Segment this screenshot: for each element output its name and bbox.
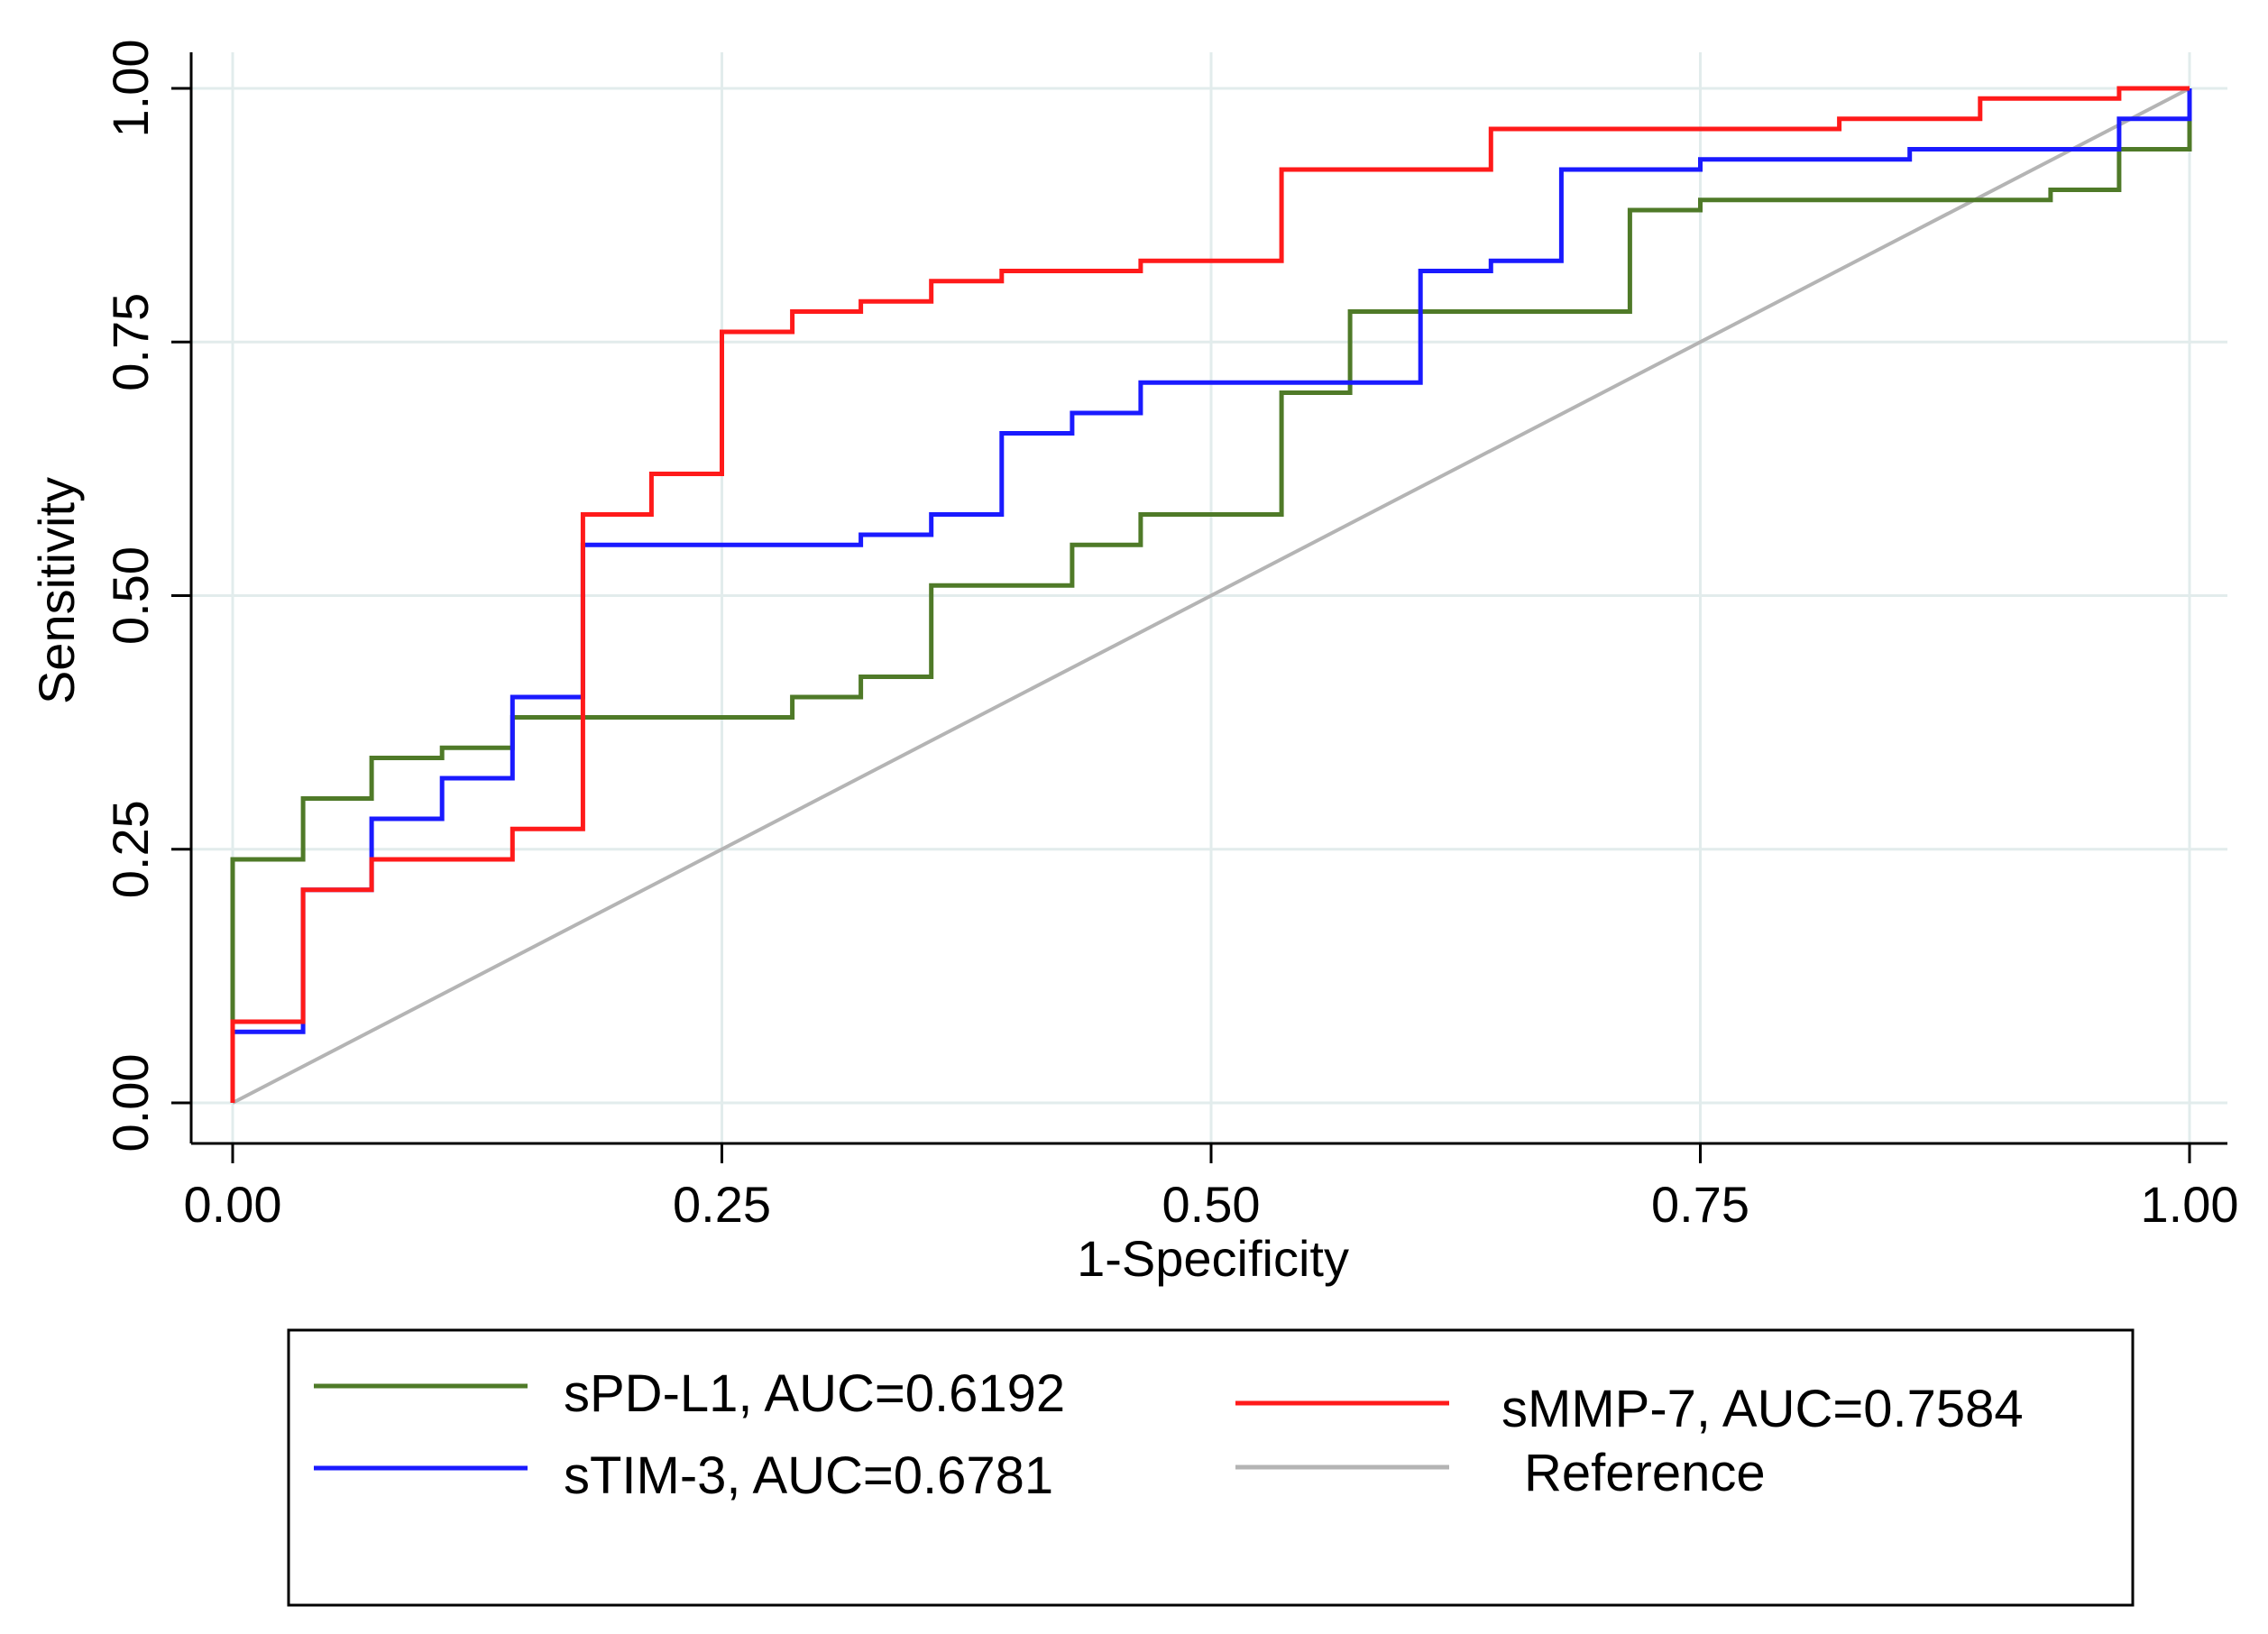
legend: sPD-L1, AUC=0.6192 sTIM-3, AUC=0.6781 sMMP… xyxy=(287,1328,2135,1607)
series-lines xyxy=(230,86,2192,1103)
legend-label-smmp-7: sMMP-7, AUC=0.7584 xyxy=(1501,1380,2024,1438)
x-tick-label: 0.75 xyxy=(1651,1176,1749,1233)
y-tick-label: 0.50 xyxy=(102,546,159,645)
axes xyxy=(171,52,2227,1163)
x-tick-label: 0.50 xyxy=(1162,1176,1261,1233)
legend-label-stim-3: sTIM-3, AUC=0.6781 xyxy=(564,1446,1053,1505)
series-line-reference xyxy=(232,87,2190,1105)
y-axis-title: Sensitivity xyxy=(28,477,85,704)
legend-box xyxy=(287,1328,2135,1607)
series-line-spd-l1 xyxy=(230,88,2192,1103)
x-tick-label: 0.00 xyxy=(184,1176,282,1233)
y-tick-label: 0.00 xyxy=(102,1054,159,1152)
y-tick-label: 0.75 xyxy=(102,293,159,391)
legend-label-reference: Reference xyxy=(1524,1444,1766,1502)
x-tick-label: 1.00 xyxy=(2141,1176,2239,1233)
y-tick-label: 0.25 xyxy=(102,800,159,898)
series-line-smmp-7 xyxy=(230,86,2190,1103)
x-axis-title: 1-Specificity xyxy=(1077,1230,1349,1287)
x-tick-label: 0.25 xyxy=(673,1176,771,1233)
series-line-stim-3 xyxy=(230,88,2192,1103)
tick-labels: 0.00 0.25 0.50 0.75 1.00 0.00 0.25 0.50 0.75 1.00 xyxy=(102,40,2239,1234)
legend-label-spd-l1: sPD-L1, AUC=0.6192 xyxy=(564,1364,1065,1423)
grid xyxy=(191,52,2227,1143)
y-tick-label: 1.00 xyxy=(102,40,159,138)
